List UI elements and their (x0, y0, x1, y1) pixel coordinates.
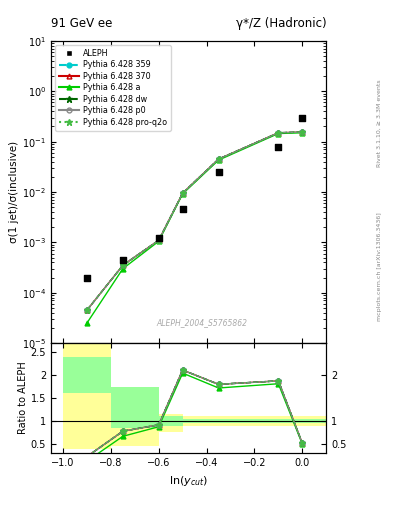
Text: ALEPH_2004_S5765862: ALEPH_2004_S5765862 (157, 318, 248, 327)
Point (156, 234, 162, 243)
Legend: ALEPH, Pythia 6.428 359, Pythia 6.428 370, Pythia 6.428 a, Pythia 6.428 dw, Pyth: ALEPH, Pythia 6.428 359, Pythia 6.428 37… (55, 45, 171, 131)
Point (275, 142, 281, 151)
Text: γ*/Z (Hadronic): γ*/Z (Hadronic) (235, 17, 326, 30)
X-axis label: ln($y_{cut}$): ln($y_{cut}$) (169, 474, 208, 487)
Text: Rivet 3.1.10, ≥ 3.3M events: Rivet 3.1.10, ≥ 3.3M events (377, 79, 382, 167)
Point (180, 205, 186, 214)
Text: 91 GeV ee: 91 GeV ee (51, 17, 112, 30)
Text: mcplots.cern.ch [arXiv:1306.3436]: mcplots.cern.ch [arXiv:1306.3436] (377, 212, 382, 321)
Y-axis label: Ratio to ALEPH: Ratio to ALEPH (18, 361, 28, 435)
Point (120, 255, 126, 264)
Y-axis label: σ(1 jet)/σ(inclusive): σ(1 jet)/σ(inclusive) (9, 141, 19, 243)
Point (299, 114, 305, 122)
Point (84, 273, 90, 282)
Point (215, 168, 222, 176)
